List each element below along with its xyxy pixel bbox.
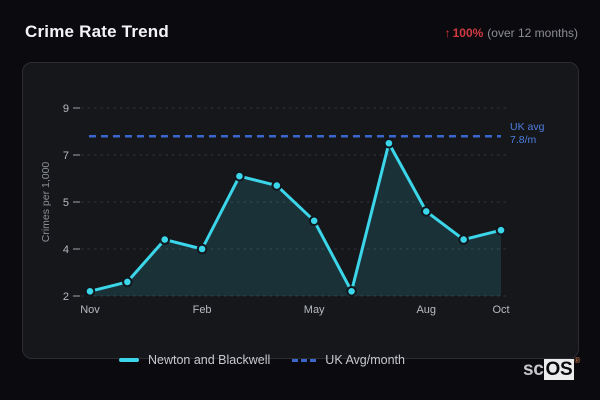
svg-text:7.8/m: 7.8/m [510,134,537,146]
svg-text:May: May [304,304,325,316]
svg-text:Oct: Oct [492,304,509,316]
trend-up-arrow-icon: ↑ [444,26,451,40]
legend-item-uk-avg[interactable]: UK Avg/month [292,353,405,367]
svg-text:5: 5 [63,197,69,209]
svg-text:9: 9 [63,103,69,115]
crime-rate-line-chart: 9 7 5 4 2 Nov Feb May Aug Oct Crimes per 1,000 UK a… [40,103,545,316]
scos-logo: sc OS ® [522,356,580,381]
svg-text:Nov: Nov [80,304,100,316]
header: Crime Rate Trend ↑ 100% (over 12 months) [25,22,578,42]
trend-value: 100% [452,26,484,40]
svg-text:Crimes per 1,000: Crimes per 1,000 [40,162,52,243]
legend-item-newton-and-blackwell[interactable]: Newton and Blackwell [119,353,270,367]
trend-indicator: ↑ 100% (over 12 months) [445,26,578,40]
svg-text:4: 4 [63,244,69,256]
page-title: Crime Rate Trend [25,22,169,41]
legend-label: UK Avg/month [325,353,405,367]
svg-text:Aug: Aug [416,304,436,316]
logo-suffix: OS [543,359,575,380]
chart-panel: 9 7 5 4 2 Nov Feb May Aug Oct Crimes per 1,000 UK a… [22,62,579,359]
chart-legend: Newton and Blackwell UK Avg/month [0,353,524,367]
svg-text:2: 2 [63,291,69,303]
svg-text:Feb: Feb [193,304,212,316]
dashed-line-swatch-icon [292,358,317,362]
registered-mark: ® [574,356,580,365]
svg-text:7: 7 [63,150,69,162]
logo-prefix: sc [522,359,544,380]
legend-label: Newton and Blackwell [148,353,271,367]
solid-line-swatch-icon [119,358,139,362]
trend-period: (over 12 months) [487,26,578,40]
svg-text:UK avg: UK avg [510,121,545,133]
